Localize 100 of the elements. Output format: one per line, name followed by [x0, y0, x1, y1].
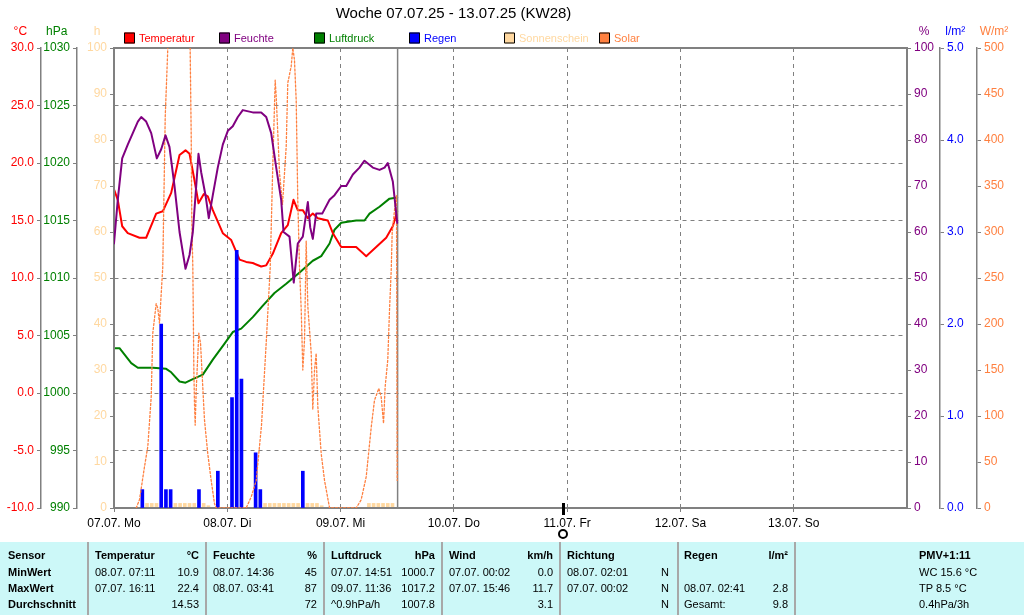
legend-label: Sonnenschein	[519, 31, 589, 44]
y3-tick-label: 300	[984, 224, 1005, 239]
text: 10.9	[177, 565, 199, 579]
text: 11.7	[532, 581, 553, 595]
y3-tick-label: 70	[93, 178, 108, 193]
y3-tick-label: 500	[984, 40, 1005, 55]
text: 09.07. 11:36	[331, 581, 392, 595]
x-tick-label: 08.07. Di	[203, 515, 252, 530]
y2-tick-label: 1020	[43, 155, 71, 170]
y2-tick-label: 995	[49, 442, 71, 457]
y2-tick-label: 1025	[43, 97, 71, 112]
text: Luftdruck	[331, 548, 382, 562]
text: 9.8	[772, 597, 788, 611]
text: 45	[304, 565, 317, 579]
text: Wind	[449, 548, 476, 562]
chart-title: Woche 07.07.25 - 13.07.25 (KW28)	[335, 4, 572, 22]
y-tick-label: 20	[914, 408, 928, 423]
text: hPa	[414, 548, 435, 562]
x-tick-label: 10.07. Do	[427, 515, 481, 530]
y3-tick-label: 10	[93, 454, 108, 469]
text: Gesamt:	[684, 597, 726, 611]
y3-tick-label: 0	[984, 500, 991, 515]
y-tick-label: 10	[914, 454, 928, 469]
y2-tick-label: 1010	[43, 270, 71, 285]
x-tick-label: 13.07. So	[768, 515, 820, 530]
text: 0.4hPa/3h	[919, 597, 970, 611]
y3-tick-label: 60	[93, 224, 108, 239]
y-tick-label: 60	[914, 224, 928, 239]
text: 1007.8	[401, 597, 435, 611]
y-tick-label: 0.0	[17, 385, 35, 400]
text: TP 8.5 °C	[919, 581, 967, 595]
y3-tick-label: 100	[984, 408, 1005, 423]
text: 08.07. 03:41	[213, 581, 275, 595]
y3-tick-label: 50	[984, 454, 998, 469]
y3-tick-label: 20	[93, 408, 108, 423]
text: MaxWert	[8, 581, 54, 595]
text: MinWert	[8, 565, 52, 579]
y-tick-label: 50	[914, 270, 928, 285]
text: 08.07. 02:01	[567, 565, 629, 579]
text: °C	[186, 548, 199, 562]
text: 07.07. 14:51	[331, 565, 393, 579]
y-axis-title: %	[918, 24, 930, 39]
y3-tick-label: 0	[100, 500, 108, 515]
text: N	[661, 597, 669, 611]
y-tick-label: 5.0	[17, 327, 35, 342]
y2-tick-label: 2.0	[947, 316, 965, 331]
y-tick-label: 90	[914, 86, 928, 101]
text: l/m²	[768, 548, 788, 562]
text: WC 15.6 °C	[919, 565, 978, 579]
y3-tick-label: 350	[984, 178, 1005, 193]
x-tick-label: 09.07. Mi	[315, 515, 366, 530]
y-tick-label: 30.0	[10, 40, 35, 55]
x-tick-label: 07.07. Mo	[87, 515, 142, 530]
y2-tick-label: 1015	[43, 212, 71, 227]
text: Temperatur	[95, 548, 155, 562]
text: 14.53	[171, 597, 199, 611]
y3-tick-label: 400	[984, 132, 1005, 147]
text: Sensor	[8, 548, 46, 562]
y2-tick-label: 0.0	[947, 500, 965, 515]
y2-tick-label: 3.0	[947, 224, 965, 239]
text: 07.07. 16:11	[95, 581, 156, 595]
legend-label: Regen	[424, 31, 457, 44]
y-tick-label: 25.0	[10, 97, 35, 112]
y2-tick-label: 1000	[43, 385, 71, 400]
y3-axis-title: h	[93, 24, 101, 39]
y-tick-label: -10.0	[6, 500, 35, 515]
y2-axis-title: hPa	[45, 24, 68, 39]
text: Richtung	[567, 548, 615, 562]
legend-label: Solar	[614, 31, 641, 44]
text: PMV+1:11	[919, 548, 971, 562]
text: 22.4	[177, 581, 199, 595]
y3-tick-label: 50	[93, 270, 108, 285]
text: %	[307, 548, 317, 562]
y3-tick-label: 150	[984, 362, 1005, 377]
text: 1000.7	[401, 565, 435, 579]
text: 08.07. 14:36	[213, 565, 275, 579]
text: 07.07. 00:02	[567, 581, 629, 595]
y3-tick-label: 80	[93, 132, 108, 147]
text: 3.1	[537, 597, 553, 611]
y2-tick-label: 1.0	[947, 408, 965, 423]
y-tick-label: 80	[914, 132, 928, 147]
text: 1017.2	[401, 581, 435, 595]
y-tick-label: -5.0	[13, 442, 35, 457]
text: 72	[304, 597, 317, 611]
text: 08.07. 02:41	[684, 581, 746, 595]
y3-tick-label: 90	[93, 86, 108, 101]
y-tick-label: 20.0	[10, 155, 35, 170]
y2-tick-label: 1005	[43, 327, 71, 342]
y2-tick-label: 5.0	[947, 40, 965, 55]
y3-tick-label: 250	[984, 270, 1005, 285]
y2-tick-label: 4.0	[947, 132, 965, 147]
text: Feuchte	[213, 548, 256, 562]
text: km/h	[527, 548, 553, 562]
x-tick-label: 12.07. Sa	[654, 515, 707, 530]
legend-label: Luftdruck	[329, 31, 375, 44]
y-tick-label: 100	[914, 40, 935, 55]
text: N	[661, 581, 669, 595]
text: 2.8	[772, 581, 788, 595]
y2-axis-title: l/m²	[945, 24, 966, 39]
legend-label: Temperatur	[139, 31, 195, 44]
